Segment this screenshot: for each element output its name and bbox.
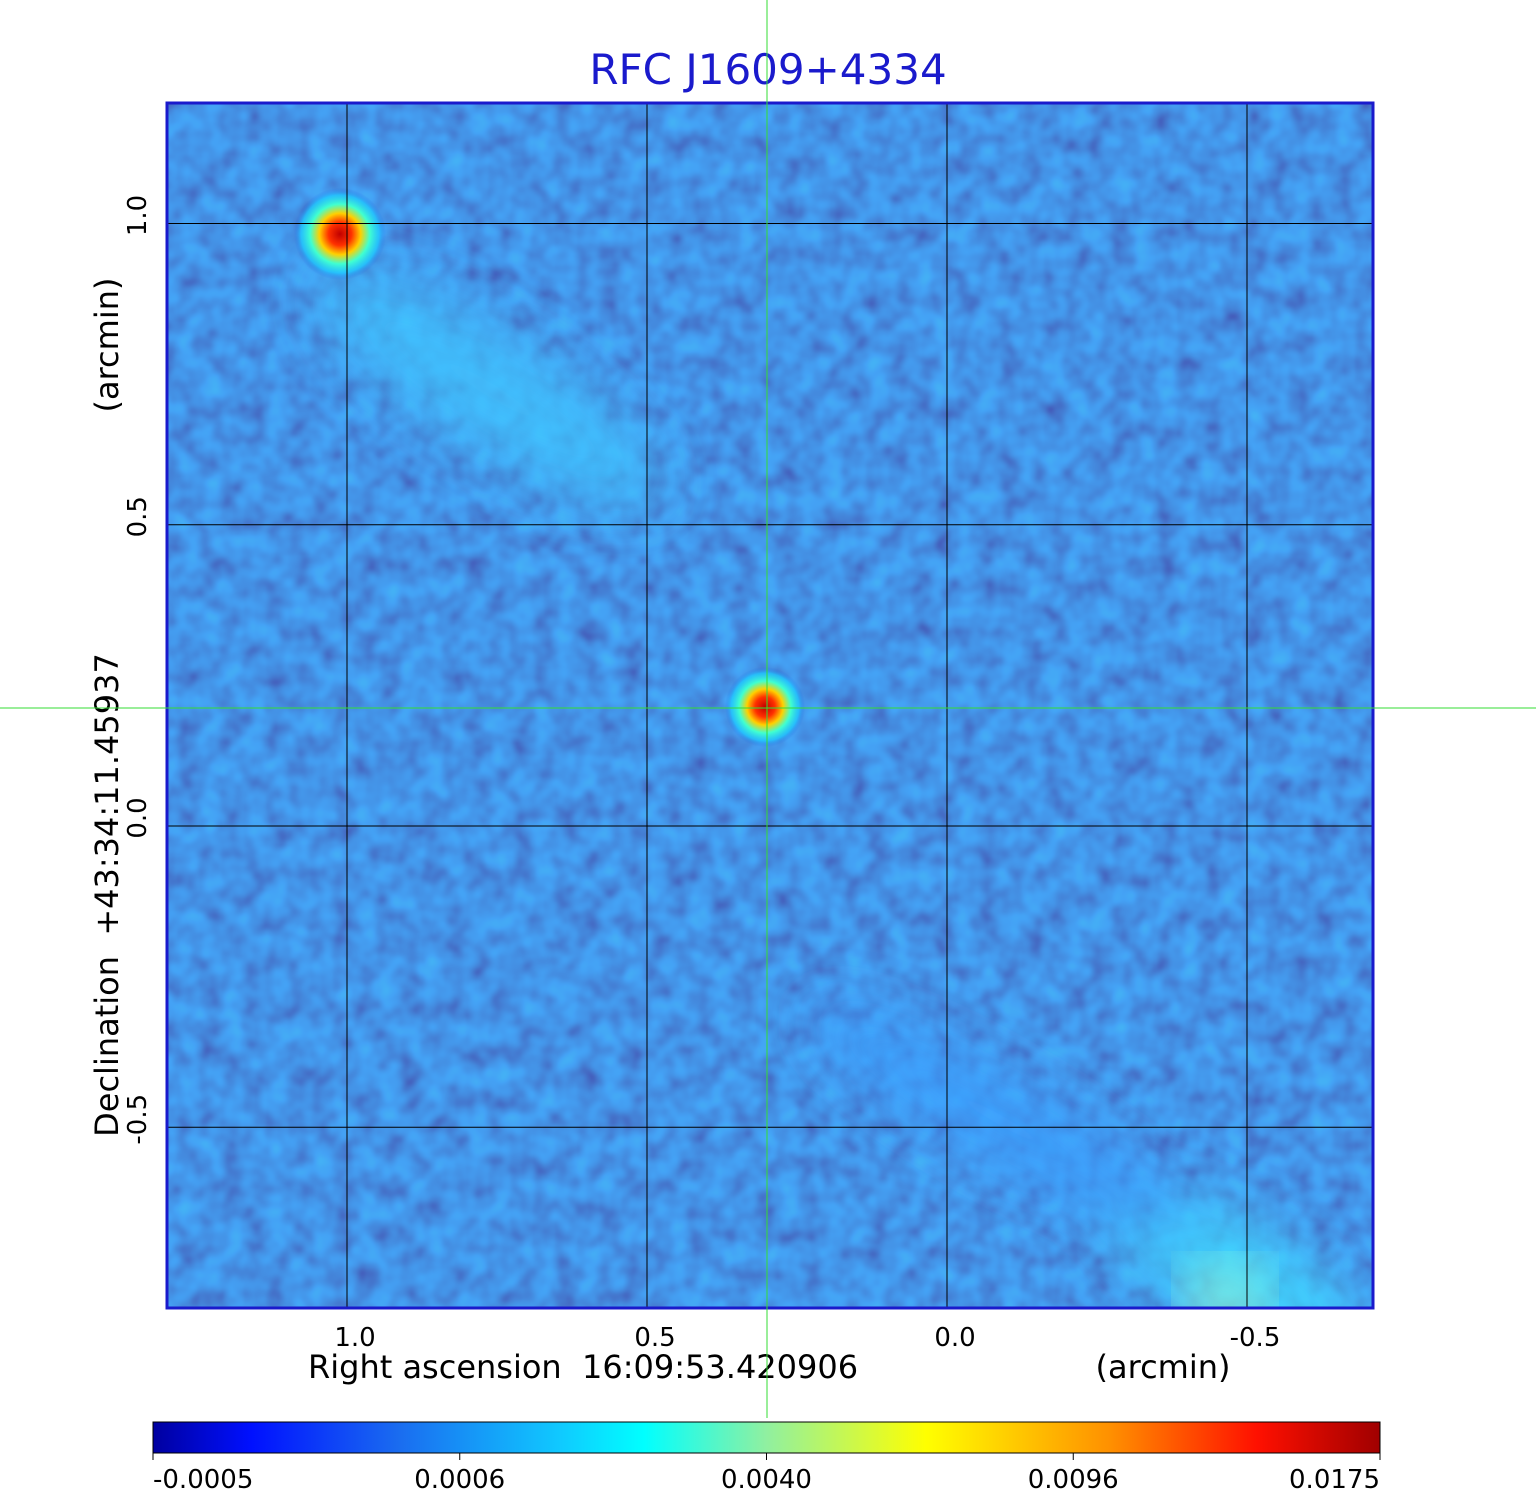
y-tick-label: 1.0: [123, 195, 153, 236]
y-axis-label: Declination +43:34:11.45937: [88, 653, 126, 1137]
x-tick-label: -0.5: [1230, 1323, 1281, 1353]
x-tick-label: 0.0: [934, 1323, 975, 1353]
y-axis-unit: (arcmin): [88, 278, 126, 413]
colorbar-tick-label: 0.0040: [721, 1465, 812, 1495]
colorbar-tick-label: -0.0005: [153, 1465, 253, 1495]
colorbar: [152, 1421, 1381, 1454]
x-tick-label: 0.5: [634, 1323, 675, 1353]
plot-frame: [165, 101, 1375, 1310]
colorbar-tick-label: 0.0006: [414, 1465, 505, 1495]
y-tick-label: -0.5: [123, 1094, 153, 1145]
x-axis-unit: (arcmin): [1096, 1348, 1231, 1386]
y-tick-label: 0.0: [123, 797, 153, 838]
y-tick-label: 0.5: [123, 496, 153, 537]
colorbar-tick-label: 0.0096: [1028, 1465, 1119, 1495]
sky-image: [167, 103, 1373, 1308]
colorbar-tick-label: 0.0175: [1289, 1465, 1380, 1495]
chart-title: RFC J1609+4334: [589, 45, 946, 94]
x-tick-label: 1.0: [334, 1323, 375, 1353]
x-axis-label: Right ascension 16:09:53.420906: [308, 1348, 858, 1386]
